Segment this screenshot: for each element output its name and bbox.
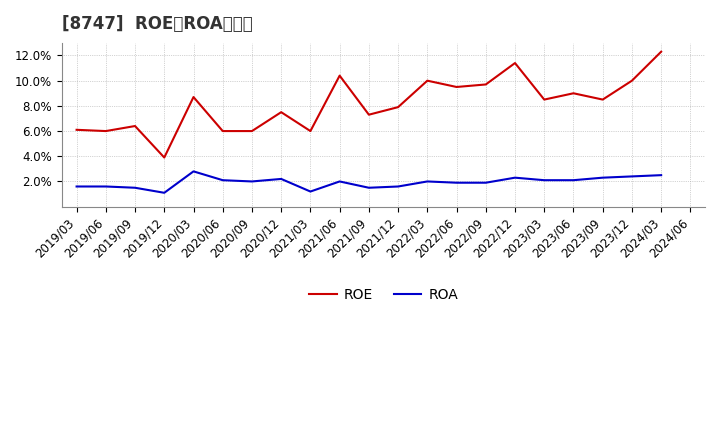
ROA xyxy=(394,184,402,189)
ROE xyxy=(628,78,636,83)
ROE xyxy=(72,127,81,132)
ROE xyxy=(510,60,519,66)
ROE xyxy=(540,97,549,102)
ROA xyxy=(364,185,373,191)
ROE xyxy=(336,73,344,78)
ROA xyxy=(482,180,490,185)
ROA xyxy=(277,176,286,182)
ROA xyxy=(540,178,549,183)
ROE xyxy=(423,78,432,83)
ROA xyxy=(423,179,432,184)
ROA xyxy=(72,184,81,189)
ROA xyxy=(102,184,110,189)
ROE xyxy=(218,128,227,134)
ROE xyxy=(394,104,402,110)
ROA xyxy=(598,175,607,180)
Text: [8747]  ROE、ROAの推移: [8747] ROE、ROAの推移 xyxy=(62,15,253,33)
ROA xyxy=(131,185,140,191)
ROA xyxy=(628,174,636,179)
ROA xyxy=(336,179,344,184)
ROE xyxy=(569,91,577,96)
ROE xyxy=(189,95,198,100)
ROA xyxy=(189,169,198,174)
ROE xyxy=(131,123,140,128)
ROE xyxy=(452,84,461,90)
Line: ROA: ROA xyxy=(76,171,661,193)
ROE xyxy=(657,49,665,55)
ROE xyxy=(102,128,110,134)
ROE xyxy=(160,155,168,160)
ROE xyxy=(598,97,607,102)
ROA xyxy=(452,180,461,185)
ROE xyxy=(248,128,256,134)
ROA xyxy=(160,190,168,195)
Legend: ROE, ROA: ROE, ROA xyxy=(303,282,464,308)
ROE xyxy=(306,128,315,134)
ROA xyxy=(248,179,256,184)
ROE xyxy=(364,112,373,117)
Line: ROE: ROE xyxy=(76,52,661,158)
ROA xyxy=(218,178,227,183)
ROE xyxy=(482,82,490,87)
ROA xyxy=(657,172,665,178)
ROA xyxy=(569,178,577,183)
ROE xyxy=(277,110,286,115)
ROA xyxy=(510,175,519,180)
ROA xyxy=(306,189,315,194)
